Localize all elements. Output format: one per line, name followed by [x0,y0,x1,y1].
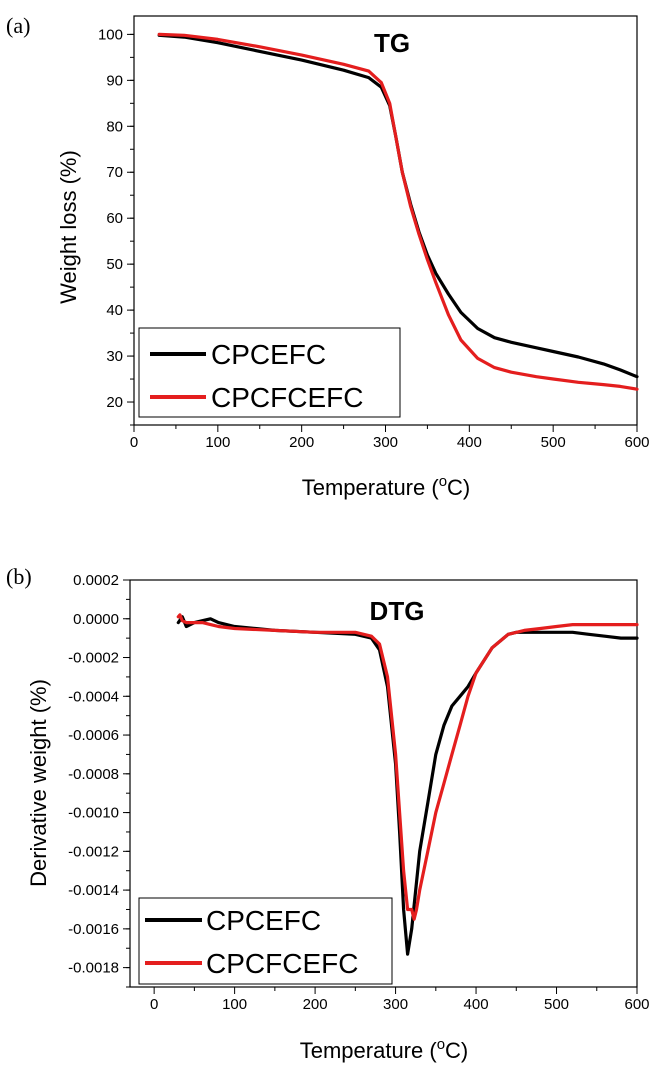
y-tick-label: 40 [106,302,123,319]
x-tick-label: 400 [464,996,489,1013]
x-tick-label: 500 [544,996,569,1013]
series-line-cpcfcefc [157,32,639,391]
x-tick-label: 300 [373,434,398,451]
y-tick-label: -0.0010 [68,805,119,822]
series-line-cpcfcefc [176,613,639,921]
series-lines-a [157,32,639,391]
x-tick-label: 100 [222,996,247,1013]
y-tick-labels-b: 0.0002 0.0000 -0.0002 -0.0004 -0.0006 -0.0008… [68,572,119,977]
x-tick-label: 200 [303,996,328,1013]
x-tick-labels-b: 0 100 200 300 400 500 600 [150,996,650,1013]
chart-title-dtg: DTG [370,596,425,626]
legend-label-b-1: CPCFCEFC [206,948,358,979]
y-tick-labels-a: 20 30 40 50 60 70 80 90 100 [98,26,123,411]
plot-frame-b [129,579,638,988]
y-tick-label: 100 [98,26,123,43]
x-tick-label: 500 [541,434,566,451]
x-tick-label: 200 [289,434,314,451]
panel-a-tg: (a) TG 0 100 200 300 400 500 600 20 30 40 50 60 70 8… [6,13,650,500]
legend-label-b-0: CPCEFC [206,905,321,936]
x-axis-title-b-sup: o [437,1036,445,1053]
x-tick-label: 100 [205,434,230,451]
x-axis-title-a-main: Temperature ( [302,475,440,500]
y-tick-label: 90 [106,72,123,89]
legend-label-a-1: CPCFCEFC [211,382,363,413]
x-tick-label: 600 [624,434,649,451]
y-tick-label: 30 [106,348,123,365]
y-tick-label: -0.0012 [68,843,119,860]
y-tick-label: 0.0002 [73,572,119,589]
legend-box-b [138,897,393,985]
y-tick-label: 60 [106,210,123,227]
x-tick-labels-a: 0 100 200 300 400 500 600 [130,434,650,451]
y-tick-label: -0.0016 [68,921,119,938]
legend-b: CPCEFC CPCFCEFC [138,897,393,985]
y-tick-label: -0.0018 [68,960,119,977]
y-axis-title-b: Derivative weight (%) [26,679,51,887]
y-tick-label: -0.0006 [68,727,119,744]
x-axis-title-a-sup: o [439,473,447,490]
x-axis-title-a-unit: C) [447,475,470,500]
series-lines-b [176,613,639,956]
legend-a: CPCEFC CPCFCEFC [138,327,401,418]
y-tick-label: -0.0002 [68,650,119,667]
series-line-cpcefc [157,33,639,379]
y-tick-label: -0.0004 [68,688,119,705]
x-tick-label: 0 [150,996,158,1013]
y-tick-label: 70 [106,164,123,181]
x-axis-title-b: Temperature (oC) [300,1036,469,1063]
x-axis-title-b-unit: C) [445,1038,468,1063]
x-tick-label: 400 [457,434,482,451]
tick-marks-b [123,579,638,994]
panel-label-a: (a) [6,13,30,38]
panel-label-b: (b) [6,564,32,589]
x-tick-label: 600 [624,996,649,1013]
legend-label-a-0: CPCEFC [211,339,326,370]
y-tick-label: 0.0000 [73,611,119,628]
panel-b-dtg: (b) DTG 0 100 200 300 400 500 600 0.0002 0.0000… [6,564,650,1063]
y-tick-label: -0.0014 [68,882,119,899]
x-axis-title-b-main: Temperature ( [300,1038,438,1063]
legend-box-a [138,327,401,418]
y-tick-label: 20 [106,394,123,411]
series-line-cpcefc [176,615,639,956]
tick-marks-a [127,33,638,432]
y-tick-label: -0.0008 [68,766,119,783]
x-axis-title-a: Temperature (oC) [302,473,471,500]
y-tick-label: 80 [106,118,123,135]
x-tick-label: 0 [130,434,138,451]
y-tick-label: 50 [106,256,123,273]
x-tick-label: 300 [383,996,408,1013]
chart-title-tg: TG [374,28,410,58]
y-axis-title-a: Weight loss (%) [56,150,81,304]
